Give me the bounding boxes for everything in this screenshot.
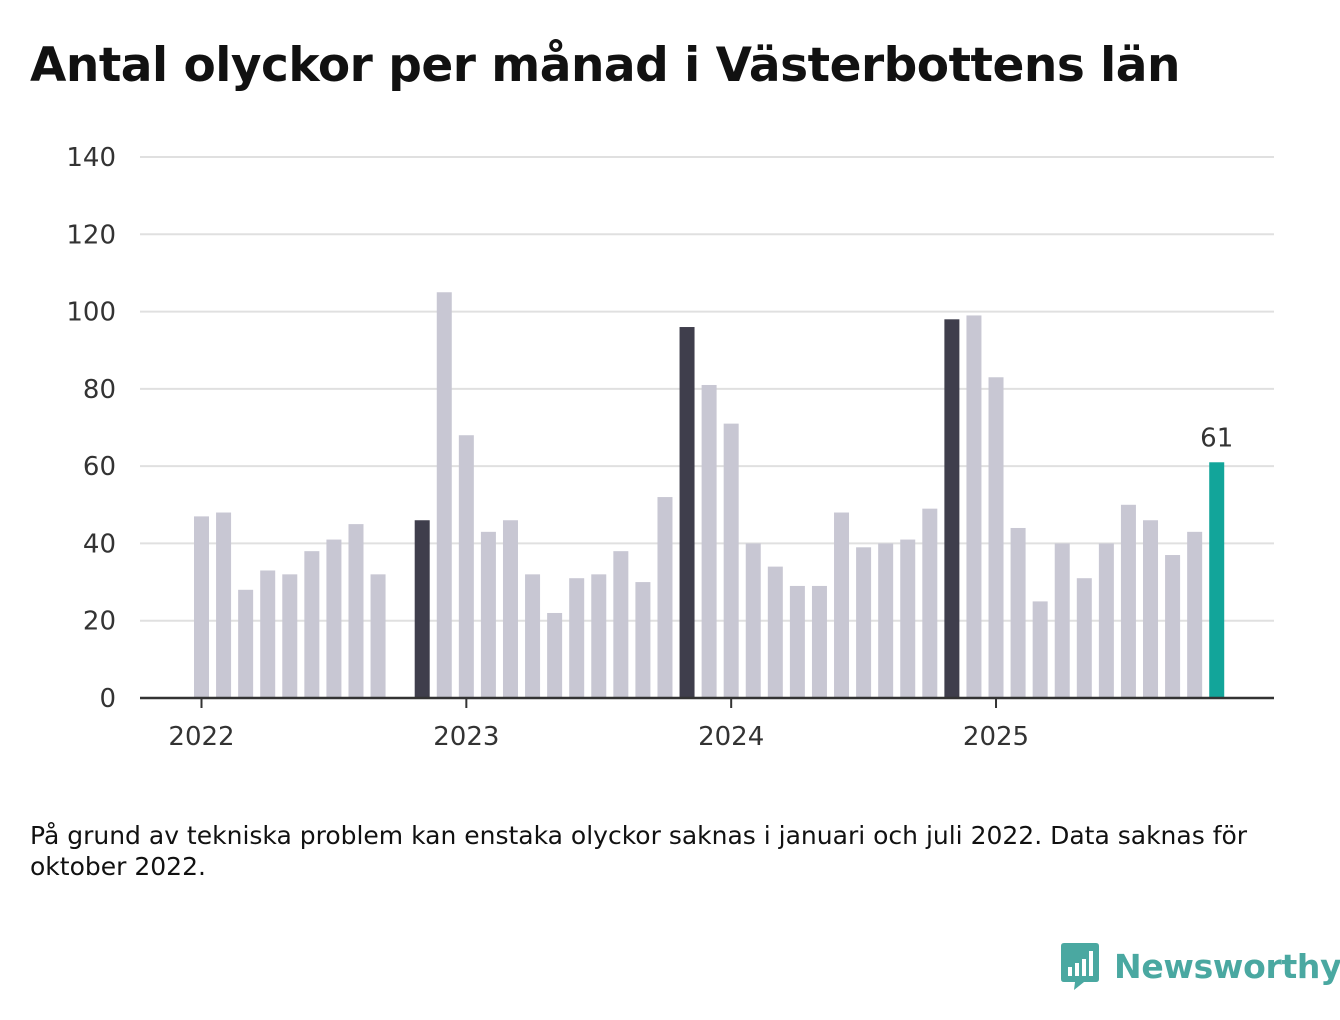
- bar: [238, 589, 254, 698]
- bar: [591, 574, 607, 698]
- bar: [878, 543, 894, 698]
- bar: [635, 582, 651, 698]
- bar: [922, 508, 938, 698]
- latest-value-label: 61: [1200, 423, 1233, 453]
- bar: [502, 520, 518, 698]
- chart-title: Antal olyckor per månad i Västerbottens …: [30, 38, 1180, 93]
- bar: [1076, 578, 1092, 698]
- bar: [745, 543, 761, 698]
- bar: [988, 377, 1004, 698]
- y-axis-labels: 0 20 40 60 80 100 120 140: [66, 143, 116, 714]
- bar: [789, 585, 805, 698]
- bar: [326, 539, 342, 698]
- bar: [525, 574, 541, 698]
- bar: [1187, 531, 1203, 698]
- y-tick-label: 80: [83, 375, 116, 405]
- bar: [436, 292, 452, 698]
- bar: [458, 435, 474, 698]
- bar: [723, 423, 739, 698]
- bar: [944, 319, 960, 698]
- x-tick-label: 2024: [698, 722, 764, 752]
- newsworthy-logo-icon: [1061, 943, 1099, 990]
- y-tick-label: 0: [99, 684, 116, 714]
- x-axis: 2022 2023 2024 2025: [140, 696, 1274, 752]
- bar: [569, 578, 585, 698]
- bar-chart: 0 20 40 60 80 100 120 140 2022 2023 2024 2025 61: [66, 143, 1274, 752]
- bar: [811, 585, 827, 698]
- y-tick-label: 60: [83, 452, 116, 482]
- y-tick-label: 100: [66, 298, 116, 328]
- bar: [856, 547, 872, 698]
- bar: [282, 574, 298, 698]
- bar: [679, 327, 695, 698]
- bar: [1010, 527, 1026, 698]
- x-tick-label: 2025: [963, 722, 1029, 752]
- y-tick-label: 20: [83, 607, 116, 637]
- bar: [1143, 520, 1159, 698]
- bar: [1209, 462, 1225, 698]
- bar: [966, 315, 982, 698]
- x-tick-label: 2023: [433, 722, 499, 752]
- bar: [414, 520, 430, 698]
- y-tick-label: 120: [66, 220, 116, 250]
- footnote: På grund av tekniska problem kan enstaka…: [30, 821, 1248, 881]
- bar: [900, 539, 916, 698]
- bar: [1098, 543, 1114, 698]
- bar: [304, 551, 320, 698]
- y-tick-label: 40: [83, 529, 116, 559]
- bar: [370, 574, 386, 698]
- bar: [216, 512, 232, 698]
- brand: Newsworthy: [1060, 938, 1340, 994]
- brand-name: Newsworthy: [1114, 946, 1340, 986]
- bar: [480, 531, 496, 698]
- bar: [834, 512, 850, 698]
- bar: [1032, 601, 1048, 698]
- bar: [1054, 543, 1070, 698]
- bar: [1120, 504, 1136, 698]
- data-labels: 61: [1200, 423, 1233, 453]
- bar: [260, 570, 276, 698]
- y-tick-label: 140: [66, 143, 116, 173]
- bar: [194, 516, 209, 698]
- bar: [701, 384, 717, 698]
- x-tick-label: 2022: [168, 722, 234, 752]
- bars: [194, 292, 1225, 698]
- bar: [767, 566, 783, 698]
- bar: [1165, 555, 1181, 698]
- bar: [547, 612, 563, 698]
- bar: [657, 497, 673, 698]
- bar: [348, 524, 364, 698]
- bar: [613, 551, 629, 698]
